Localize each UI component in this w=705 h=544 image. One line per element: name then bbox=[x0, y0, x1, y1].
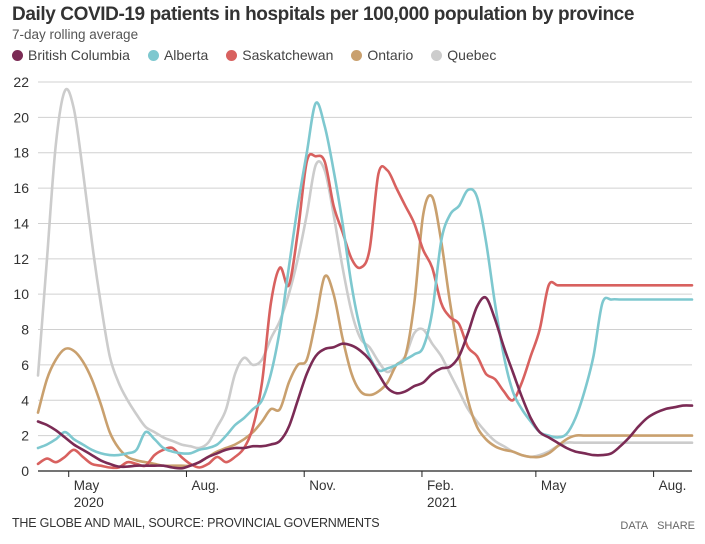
y-tick-label: 2 bbox=[21, 428, 29, 444]
series-line-quebec bbox=[36, 87, 694, 459]
y-tick-label: 8 bbox=[21, 322, 29, 338]
legend-label: Quebec bbox=[447, 47, 497, 63]
legend-item-british-columbia[interactable]: British Columbia bbox=[12, 47, 130, 63]
chart-actions: DATA SHARE bbox=[620, 520, 695, 532]
y-tick-label: 6 bbox=[21, 357, 29, 373]
source-credit: THE GLOBE AND MAIL, SOURCE: PROVINCIAL G… bbox=[12, 516, 380, 530]
legend-item-ontario[interactable]: Ontario bbox=[351, 47, 413, 63]
x-tick-label: Nov. bbox=[309, 478, 336, 493]
legend-dot-icon bbox=[226, 49, 238, 61]
legend-label: Ontario bbox=[367, 47, 414, 63]
x-tick-sublabel: 2021 bbox=[427, 495, 457, 510]
y-tick-label: 10 bbox=[13, 286, 29, 302]
x-axis: May 2020 Aug. Nov. Feb. 2021 May Aug. bbox=[38, 470, 692, 510]
y-tick-label: 4 bbox=[21, 392, 29, 408]
y-axis: 0 2 4 6 8 10 12 14 16 18 20 22 bbox=[13, 74, 29, 479]
series-lines bbox=[36, 87, 694, 470]
x-tick-sublabel: 2020 bbox=[74, 495, 104, 510]
legend-item-alberta[interactable]: Alberta bbox=[147, 47, 209, 63]
share-link[interactable]: SHARE bbox=[657, 520, 695, 532]
y-tick-label: 14 bbox=[13, 215, 29, 231]
legend-item-saskatchewan[interactable]: Saskatchewan bbox=[226, 47, 333, 63]
y-tick-label: 0 bbox=[21, 463, 29, 479]
y-tick-label: 12 bbox=[13, 251, 29, 267]
x-tick-label: Feb. bbox=[427, 478, 454, 493]
chart-subtitle: 7-day rolling average bbox=[12, 27, 139, 42]
x-tick-label: Aug. bbox=[659, 478, 687, 493]
legend-dot-icon bbox=[147, 49, 159, 61]
legend: British Columbia Alberta Saskatchewan On… bbox=[12, 47, 514, 63]
x-tick-label: May bbox=[541, 478, 567, 493]
legend-dot-icon bbox=[12, 49, 23, 61]
x-tick-label: Aug. bbox=[191, 478, 219, 493]
series-line-british-columbia bbox=[36, 295, 694, 470]
x-tick-label: May bbox=[74, 478, 100, 493]
legend-label: Saskatchewan bbox=[242, 47, 334, 63]
y-tick-label: 16 bbox=[13, 180, 29, 196]
gridlines bbox=[38, 81, 692, 437]
legend-label: British Columbia bbox=[28, 47, 130, 63]
legend-item-quebec[interactable]: Quebec bbox=[431, 47, 496, 63]
y-tick-label: 18 bbox=[13, 145, 29, 161]
y-tick-label: 22 bbox=[13, 74, 29, 90]
series-line-ontario bbox=[36, 194, 694, 468]
data-link[interactable]: DATA bbox=[620, 520, 649, 532]
chart-title: Daily COVID-19 patients in hospitals per… bbox=[12, 4, 634, 25]
y-tick-label: 20 bbox=[13, 109, 29, 125]
legend-label: Alberta bbox=[163, 47, 209, 63]
legend-dot-icon bbox=[431, 49, 443, 61]
series-line-alberta bbox=[36, 101, 694, 457]
legend-dot-icon bbox=[351, 49, 363, 61]
series-line-saskatchewan bbox=[36, 152, 694, 470]
